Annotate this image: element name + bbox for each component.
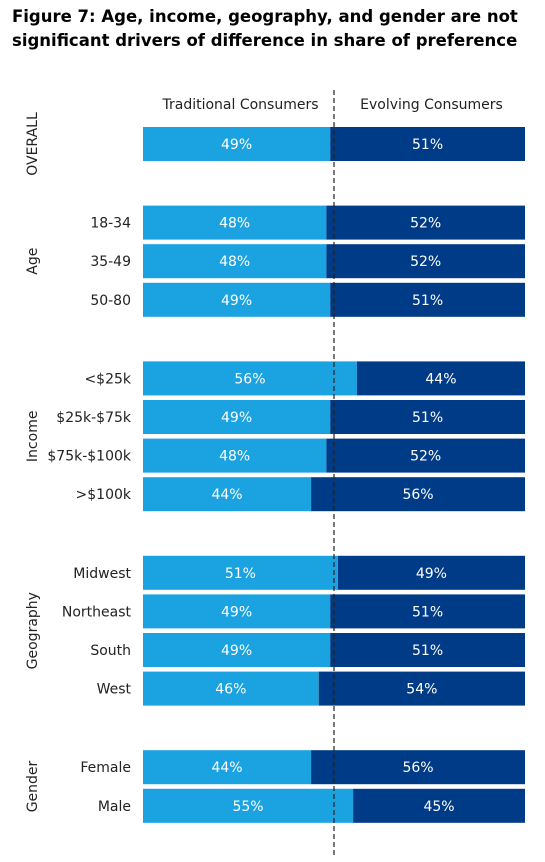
bar-evolving bbox=[311, 750, 525, 785]
value-label-traditional: 48% bbox=[219, 216, 250, 232]
category-label: Female bbox=[80, 760, 131, 776]
value-label-traditional: 44% bbox=[211, 487, 242, 503]
value-label-evolving: 49% bbox=[416, 566, 447, 582]
value-label-evolving: 56% bbox=[402, 760, 433, 776]
bar-traditional bbox=[143, 361, 357, 396]
group-label-geography: Geography bbox=[25, 592, 41, 669]
bar-traditional bbox=[143, 205, 327, 240]
category-label: 18-34 bbox=[90, 216, 131, 232]
value-label-traditional: 44% bbox=[211, 760, 242, 776]
group-label-income: Income bbox=[25, 411, 41, 463]
group-label-age: Age bbox=[25, 248, 41, 275]
bar-evolving bbox=[326, 205, 525, 240]
bar-traditional bbox=[143, 555, 338, 590]
value-label-evolving: 52% bbox=[410, 216, 441, 232]
bar-evolving bbox=[356, 361, 525, 396]
bar-traditional bbox=[143, 633, 331, 667]
bar-evolving bbox=[337, 555, 525, 590]
bar-evolving bbox=[330, 594, 525, 629]
value-label-traditional: 48% bbox=[219, 449, 250, 465]
category-label: Male bbox=[98, 799, 131, 815]
value-label-evolving: 56% bbox=[402, 487, 433, 503]
value-label-evolving: 51% bbox=[412, 410, 443, 426]
category-label: Northeast bbox=[62, 604, 132, 620]
bar-evolving bbox=[353, 788, 525, 823]
bar-evolving bbox=[330, 282, 525, 317]
category-label: $25k-$75k bbox=[56, 410, 132, 426]
group-label-overall: OVERALL bbox=[25, 112, 41, 176]
value-label-traditional: 49% bbox=[221, 293, 252, 309]
value-label-traditional: 49% bbox=[221, 643, 252, 659]
bar-traditional bbox=[143, 282, 331, 317]
value-label-evolving: 51% bbox=[412, 643, 443, 659]
bar-evolving bbox=[330, 400, 525, 434]
value-label-traditional: 46% bbox=[215, 682, 246, 698]
category-label: South bbox=[90, 643, 131, 659]
bar-traditional bbox=[143, 750, 312, 785]
bar-evolving bbox=[330, 633, 525, 667]
bar-traditional bbox=[143, 400, 331, 434]
category-label: West bbox=[97, 682, 132, 698]
category-label: 50-80 bbox=[90, 293, 131, 309]
value-label-traditional: 49% bbox=[221, 137, 252, 153]
bar-evolving bbox=[326, 244, 525, 279]
value-label-evolving: 45% bbox=[423, 799, 454, 815]
bar-evolving bbox=[318, 671, 525, 706]
bar-traditional bbox=[143, 477, 312, 512]
bar-traditional bbox=[143, 244, 327, 279]
bar-traditional bbox=[143, 438, 327, 473]
bar-traditional bbox=[143, 671, 319, 706]
value-label-traditional: 49% bbox=[221, 604, 252, 620]
category-label: Midwest bbox=[73, 566, 131, 582]
legend-evolving: Evolving Consumers bbox=[360, 97, 503, 113]
bar-traditional bbox=[143, 788, 354, 823]
value-label-traditional: 56% bbox=[234, 371, 265, 387]
category-label: <$25k bbox=[84, 371, 131, 387]
category-label: >$100k bbox=[76, 487, 132, 503]
bar-evolving bbox=[311, 477, 525, 512]
bar-evolving bbox=[326, 438, 525, 473]
chart-title: Figure 7: Age, income, geography, and ge… bbox=[12, 7, 518, 50]
value-label-evolving: 51% bbox=[412, 137, 443, 153]
value-label-evolving: 52% bbox=[410, 254, 441, 270]
value-label-evolving: 44% bbox=[425, 371, 456, 387]
legend-traditional: Traditional Consumers bbox=[161, 97, 318, 113]
bar-evolving bbox=[330, 127, 525, 161]
value-label-evolving: 51% bbox=[412, 293, 443, 309]
value-label-evolving: 51% bbox=[412, 604, 443, 620]
group-label-gender: Gender bbox=[25, 760, 41, 812]
value-label-evolving: 54% bbox=[406, 682, 437, 698]
value-label-traditional: 51% bbox=[225, 566, 256, 582]
bar-traditional bbox=[143, 127, 331, 161]
category-label: $75k-$100k bbox=[47, 449, 132, 465]
value-label-traditional: 49% bbox=[221, 410, 252, 426]
value-label-traditional: 55% bbox=[232, 799, 263, 815]
bar-traditional bbox=[143, 594, 331, 629]
value-label-traditional: 48% bbox=[219, 254, 250, 270]
value-label-evolving: 52% bbox=[410, 449, 441, 465]
category-label: 35-49 bbox=[90, 254, 131, 270]
